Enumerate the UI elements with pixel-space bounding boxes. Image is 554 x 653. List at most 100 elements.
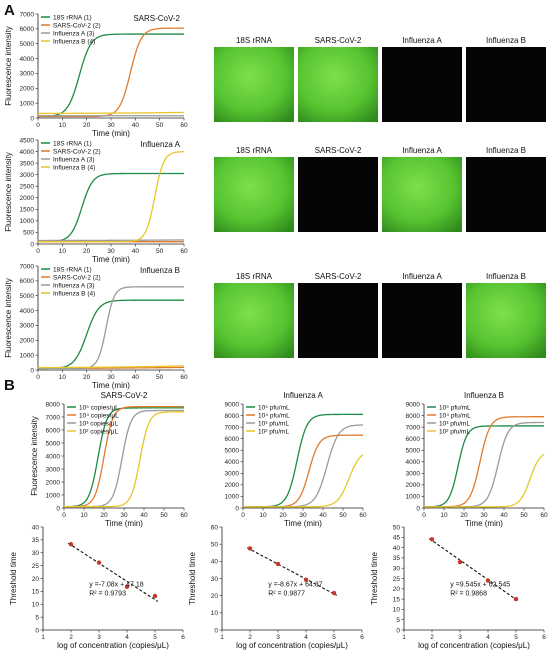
x-tick-label: 6 — [360, 634, 364, 641]
chart-title: SARS-CoV-2 — [133, 14, 180, 23]
y-tick-label: 8000 — [46, 401, 61, 408]
fluorescence-image-grid: 18S rRNA SARS-CoV-2 Influenza A Influenza B… — [214, 36, 546, 358]
legend-label: 10² copies/μL — [79, 428, 119, 435]
y-tick-label: 4000 — [225, 459, 240, 466]
x-tick-label: 40 — [132, 374, 140, 381]
bright-fluorescence-image — [382, 157, 462, 232]
x-axis-label: Time (min) — [284, 519, 322, 528]
image-label: SARS-CoV-2 — [315, 272, 362, 281]
x-tick-label: 60 — [180, 122, 188, 129]
y-tick-label: 40 — [393, 545, 401, 552]
x-axis-label: Time (min) — [92, 381, 130, 390]
y-tick-label: 6000 — [20, 26, 35, 33]
y-axis-label: Fluorescence intensity — [30, 416, 39, 496]
data-point — [429, 537, 435, 542]
y-tick-label: 0 — [30, 115, 34, 122]
y-tick-label: 3000 — [20, 323, 35, 330]
chart-title: Influenza B — [140, 266, 180, 275]
y-tick-label: 0 — [30, 241, 34, 248]
data-point — [152, 593, 158, 599]
y-tick-label: 60 — [211, 524, 219, 531]
y-tick-label: 2500 — [20, 184, 35, 191]
y-tick-label: 1000 — [225, 494, 240, 501]
chart-b2: 0 10 20 30 40 50 60 0 1000 2000 3000 4000 5000 6000 70… — [225, 391, 367, 528]
y-tick-label: 2000 — [46, 479, 61, 486]
dark-fluorescence-image — [382, 47, 462, 122]
y-tick-label: 3000 — [406, 471, 421, 478]
x-tick-label: 0 — [241, 512, 245, 519]
y-tick-label: 2000 — [20, 86, 35, 93]
legend-label: 18S rRNA (1) — [53, 140, 92, 147]
y-tick-label: 0 — [35, 627, 39, 634]
x-tick-label: 5 — [153, 634, 157, 641]
series-line — [37, 111, 185, 115]
series-line — [38, 27, 184, 118]
x-axis-label: Time (min) — [92, 129, 130, 138]
y-tick-label: 5000 — [46, 440, 61, 447]
y-tick-label: 3000 — [225, 471, 240, 478]
y-tick-label: 3000 — [46, 466, 61, 473]
x-tick-label: 50 — [156, 248, 164, 255]
y-tick-label: 7000 — [225, 424, 240, 431]
y-tick-label: 6000 — [46, 427, 61, 434]
series-line — [38, 286, 184, 370]
x-tick-label: 60 — [180, 374, 188, 381]
y-tick-label: 1000 — [406, 494, 421, 501]
x-tick-label: 10 — [59, 248, 67, 255]
y-tick-label: 0 — [416, 505, 420, 512]
x-tick-label: 0 — [62, 512, 66, 519]
y-tick-label: 45 — [393, 535, 401, 542]
series-line — [38, 239, 184, 242]
image-label: SARS-CoV-2 — [315, 36, 362, 45]
bright-fluorescence-image — [214, 157, 294, 232]
y-tick-label: 1000 — [20, 352, 35, 359]
image-label: Influenza A — [402, 36, 442, 45]
y-tick-label: 7000 — [406, 424, 421, 431]
y-tick-label: 50 — [393, 524, 401, 531]
bright-fluorescence-image — [214, 283, 294, 358]
x-tick-label: 20 — [279, 512, 287, 519]
fit-equation: y =9.545x + 62.545 — [450, 582, 510, 589]
x-tick-label: 50 — [156, 122, 164, 129]
x-tick-label: 30 — [107, 248, 115, 255]
legend-label: SARS-CoV-2 (2) — [53, 22, 101, 29]
x-tick-label: 30 — [107, 374, 115, 381]
legend-label: 10⁴ copies/μL — [79, 412, 119, 419]
y-tick-label: 15 — [393, 596, 401, 603]
y-tick-label: 10 — [32, 602, 40, 609]
y-tick-label: 5000 — [20, 293, 35, 300]
x-tick-label: 10 — [259, 512, 267, 519]
y-tick-label: 2000 — [20, 338, 35, 345]
y-tick-label: 1000 — [20, 100, 35, 107]
y-tick-label: 4500 — [20, 137, 35, 144]
image-label: Influenza B — [486, 272, 526, 281]
data-point — [247, 546, 253, 551]
y-tick-label: 5 — [396, 617, 400, 624]
chart-a2: 0 10 20 30 40 50 60 0 500 1000 1500 2000 2500 3000 350… — [4, 137, 188, 264]
legend-label: 10² pfu/mL — [258, 428, 289, 435]
x-tick-label: 30 — [480, 512, 488, 519]
legend-label: Influenza B (4) — [53, 38, 95, 45]
legend-label: SARS-CoV-2 (2) — [53, 274, 101, 281]
chart-title: Influenza B — [464, 391, 504, 400]
y-tick-label: 2000 — [20, 195, 35, 202]
image-label: Influenza A — [402, 146, 442, 155]
trend-line — [428, 538, 520, 602]
y-tick-label: 1000 — [20, 218, 35, 225]
dark-fluorescence-image — [466, 157, 546, 232]
y-tick-label: 4000 — [406, 459, 421, 466]
x-tick-label: 1 — [41, 634, 45, 641]
x-tick-label: 5 — [332, 634, 336, 641]
x-tick-label: 2 — [69, 634, 73, 641]
series-line — [424, 454, 545, 508]
fit-r-squared: R² = 0.9877 — [268, 591, 305, 598]
x-tick-label: 20 — [83, 374, 91, 381]
data-point — [513, 596, 519, 602]
y-tick-label: 20 — [211, 593, 219, 600]
legend-label: Influenza B (4) — [53, 290, 95, 297]
x-tick-label: 10 — [80, 512, 88, 519]
y-tick-label: 5 — [35, 614, 39, 621]
x-tick-label: 30 — [120, 512, 128, 519]
legend-label: SARS-CoV-2 (2) — [53, 148, 101, 155]
